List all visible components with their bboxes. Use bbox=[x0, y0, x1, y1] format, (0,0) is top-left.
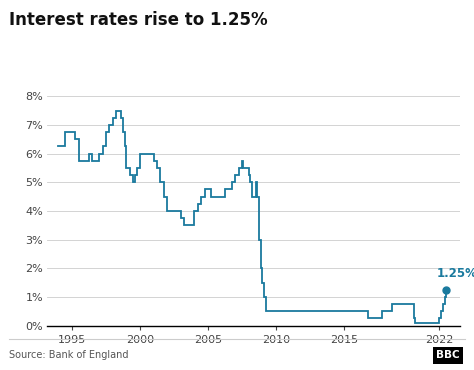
Text: 1.25%: 1.25% bbox=[437, 267, 474, 280]
Text: Source: Bank of England: Source: Bank of England bbox=[9, 350, 129, 360]
Text: Interest rates rise to 1.25%: Interest rates rise to 1.25% bbox=[9, 11, 268, 29]
Text: BBC: BBC bbox=[436, 350, 460, 360]
